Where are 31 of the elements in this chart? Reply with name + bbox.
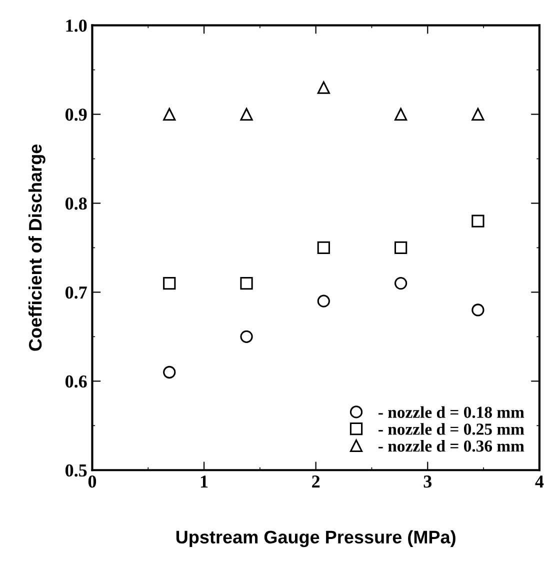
- point: [163, 276, 176, 290]
- y-tick-label: 1.0: [66, 20, 87, 32]
- point: [472, 214, 484, 228]
- point: [163, 108, 176, 121]
- point: [394, 108, 408, 121]
- legend-label: - nozzle d = 0.25 mm: [378, 423, 524, 435]
- y-tick-label: 0.9: [65, 108, 87, 121]
- point: [472, 108, 484, 121]
- y-tick-label: 0.5: [65, 464, 87, 477]
- x-axis-title: Upstream Gauge Pressure (MPa): [176, 530, 456, 548]
- point: [472, 304, 484, 316]
- y-tick-label: 0.8: [65, 198, 87, 210]
- legend-label: - nozzle d = 0.18 mm: [378, 406, 524, 418]
- point: [394, 276, 408, 290]
- point: [240, 330, 253, 343]
- x-tick-label: 4: [535, 476, 544, 488]
- point: [394, 241, 408, 254]
- point: [317, 241, 330, 254]
- point: [163, 366, 176, 379]
- x-tick-label: 1: [200, 476, 208, 488]
- point: [317, 294, 330, 308]
- point: [240, 276, 253, 290]
- x-tick-label: 3: [424, 476, 432, 488]
- point: [240, 108, 253, 121]
- point: [317, 81, 330, 94]
- y-axis-title: Coefficient of Discharge: [28, 144, 46, 351]
- y-tick-label: 0.6: [65, 375, 87, 388]
- y-tick-label: 0.7: [65, 286, 87, 299]
- x-tick-label: 0: [88, 475, 96, 488]
- x-tick-label: 2: [312, 476, 320, 488]
- legend-label: - nozzle d = 0.36 mm: [378, 440, 524, 452]
